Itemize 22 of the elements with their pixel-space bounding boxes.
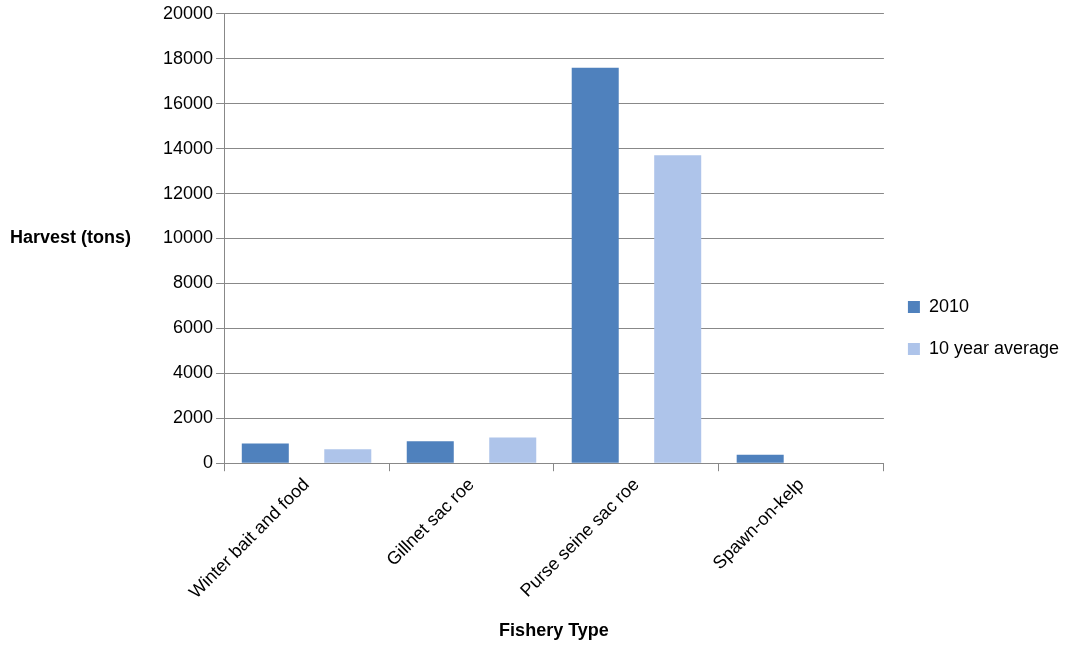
bar [736,454,784,463]
y-tick-label: 14000 [162,137,214,158]
y-tick-label: 10000 [162,227,214,248]
x-axis-title: Fishery Type [499,620,609,641]
y-tick-label: 18000 [162,47,214,68]
y-tick-label: 16000 [162,92,214,113]
bar [571,67,619,463]
bar [489,437,537,463]
y-tick-label: 20000 [162,2,214,23]
y-tick-label: 6000 [173,317,214,338]
y-tick-label: 2000 [173,407,214,428]
bar [241,443,289,463]
bar [324,449,372,463]
legend-label: 2010 [928,295,969,316]
y-tick-label: 8000 [173,272,214,293]
bar [654,155,702,463]
y-tick-label: 4000 [173,362,214,383]
bar [406,441,454,463]
legend-label: 10 year average [928,337,1060,358]
y-tick-label: 0 [203,452,214,473]
y-tick-label: 12000 [162,182,214,203]
y-axis-title: Harvest (tons) [10,227,132,248]
